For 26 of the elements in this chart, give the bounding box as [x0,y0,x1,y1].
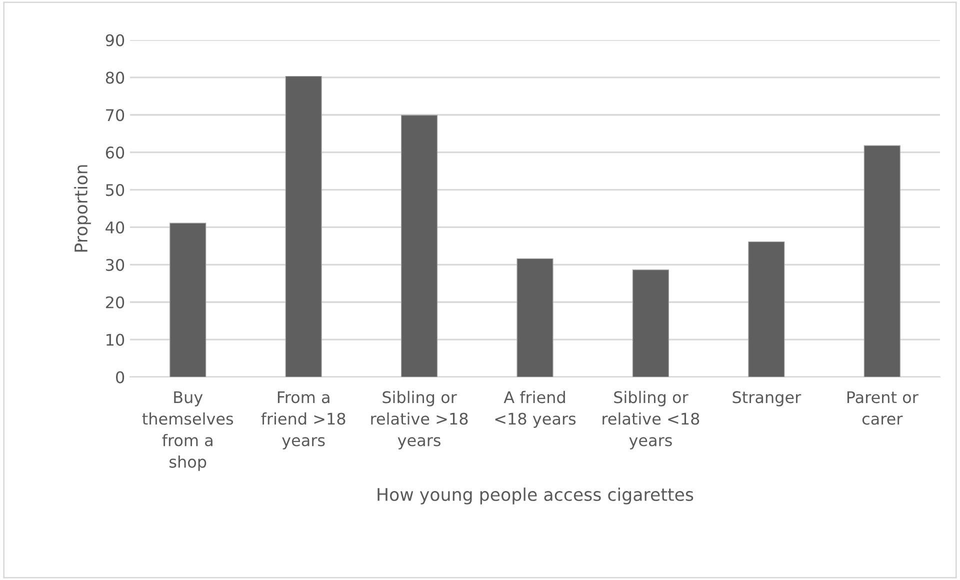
x-tick-label: Parent or carer [847,391,918,425]
y-tick-label: 20 [106,296,124,308]
y-tick-label: 50 [106,184,124,196]
bar [632,270,669,377]
y-tick-label: 90 [106,34,124,46]
y-axis-title: Proportion [74,165,91,252]
x-axis-title: How young people access cigarettes [378,488,694,504]
y-tick-label: 0 [116,371,124,384]
bar [864,145,900,377]
y-tick-label: 80 [106,72,124,84]
x-tick-label: Sibling or relative <18 years [602,390,700,450]
bar [170,222,206,377]
x-tick-label: A friend <18 years [495,390,576,428]
y-tick-label: 10 [106,334,124,346]
bar [285,76,322,377]
bar [516,258,554,377]
x-tick-label: Sibling or relative >18 years [371,390,468,450]
y-tick-label: 40 [106,221,124,234]
x-tick-label: Buy themselves from a shop [142,391,234,471]
x-tick-label: Stranger [732,391,802,406]
y-tick-label: 60 [106,146,124,159]
bar [748,241,785,377]
y-tick-label: 70 [106,109,124,122]
bar [401,114,438,377]
y-tick-label: 30 [106,258,124,271]
x-tick-label: From a friend >18 years [261,391,346,450]
